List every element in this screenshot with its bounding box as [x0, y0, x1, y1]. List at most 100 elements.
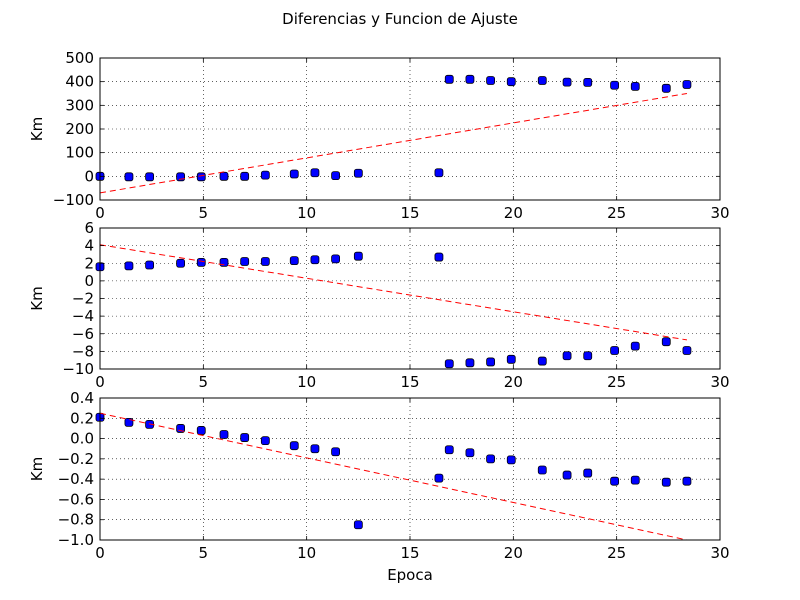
data-point	[289, 169, 299, 179]
data-point	[661, 337, 671, 347]
y-tick-label: 0.4	[70, 389, 94, 407]
data-point	[331, 447, 341, 457]
y-tick-label: 0.2	[70, 409, 94, 427]
y-axis-label: Km	[28, 286, 46, 310]
data-point	[353, 168, 363, 178]
x-tick-label: 20	[504, 544, 523, 562]
y-tick-label: −6	[72, 325, 94, 343]
data-point	[353, 251, 363, 261]
data-point	[219, 171, 229, 181]
data-point	[196, 426, 206, 435]
data-point	[537, 356, 547, 366]
data-point	[219, 430, 229, 439]
y-tick-label: 6	[84, 219, 94, 237]
data-point	[537, 465, 547, 475]
y-tick-label: 200	[65, 120, 94, 138]
x-tick-label: 30	[710, 373, 729, 391]
data-point	[486, 357, 496, 367]
fit-line	[99, 412, 688, 541]
data-layer	[95, 244, 692, 369]
data-point	[506, 455, 516, 465]
data-point	[240, 433, 250, 442]
data-point	[124, 261, 134, 271]
data-point	[444, 359, 454, 369]
y-tick-label: −0.4	[58, 470, 94, 488]
data-point	[434, 252, 444, 262]
y-tick-label: −10	[62, 360, 94, 378]
data-point	[465, 74, 475, 84]
data-point	[661, 477, 671, 487]
data-point	[331, 254, 341, 264]
y-tick-label: 500	[65, 49, 94, 67]
data-point	[240, 257, 250, 266]
y-axis-label: Km	[28, 117, 46, 141]
data-layer	[95, 74, 692, 194]
data-point	[486, 454, 496, 464]
y-tick-label: −0.8	[58, 511, 94, 529]
data-point	[682, 80, 692, 89]
data-point	[145, 260, 155, 270]
y-tick-label: 0	[84, 272, 94, 290]
y-tick-label: 400	[65, 73, 94, 91]
data-point	[260, 436, 270, 446]
figure-title: Diferencias y Funcion de Ajuste	[282, 10, 518, 28]
x-tick-label: 25	[607, 373, 626, 391]
x-tick-label: 25	[607, 204, 626, 222]
data-point	[610, 346, 619, 355]
y-tick-label: −100	[53, 191, 94, 209]
data-point	[196, 172, 206, 182]
data-point	[196, 257, 206, 267]
x-tick-label: 10	[297, 373, 316, 391]
data-point	[486, 76, 496, 85]
y-tick-label: −2	[72, 290, 94, 308]
y-tick-label: −1.0	[58, 531, 94, 549]
data-point	[562, 77, 572, 87]
data-point	[434, 168, 444, 178]
x-tick-label: 30	[710, 544, 729, 562]
y-tick-label: 2	[84, 254, 94, 272]
x-tick-label: 30	[710, 204, 729, 222]
data-point	[583, 468, 593, 478]
data-point	[289, 441, 299, 451]
data-point	[444, 445, 454, 455]
data-point	[310, 444, 320, 454]
x-tick-label: 0	[95, 204, 105, 222]
data-point	[289, 256, 299, 266]
y-tick-label: 0	[84, 167, 94, 185]
y-tick-label: −0.2	[58, 450, 94, 468]
data-point	[176, 258, 186, 268]
x-tick-label: 25	[607, 544, 626, 562]
y-tick-label: −4	[72, 307, 94, 325]
x-tick-label: 15	[400, 373, 419, 391]
data-point	[145, 172, 155, 182]
x-tick-label: 20	[504, 373, 523, 391]
data-point	[465, 448, 475, 458]
x-tick-label: 0	[95, 373, 105, 391]
data-point	[506, 354, 516, 364]
x-tick-label: 10	[297, 544, 316, 562]
data-point	[124, 417, 134, 427]
x-tick-label: 5	[199, 544, 209, 562]
data-point	[610, 80, 619, 90]
plot-area	[100, 398, 720, 540]
x-tick-label: 5	[199, 373, 209, 391]
data-point	[682, 476, 692, 486]
data-point	[260, 170, 270, 180]
data-point	[583, 351, 593, 361]
data-point	[661, 83, 671, 93]
y-tick-label: −8	[72, 342, 94, 360]
data-point	[444, 74, 454, 84]
data-point	[240, 171, 250, 181]
data-point	[630, 341, 640, 351]
x-tick-label: 5	[199, 204, 209, 222]
x-tick-label: 10	[297, 204, 316, 222]
subplot-3: 0 5 10 15 20 25 30 −1.0 −0.8 −0.6 −0.4 −0.2 0.0 0.2 0.…	[28, 389, 730, 584]
x-tick-label: 0	[95, 544, 105, 562]
data-point	[630, 475, 640, 485]
data-point	[310, 255, 320, 265]
data-point	[353, 520, 363, 530]
